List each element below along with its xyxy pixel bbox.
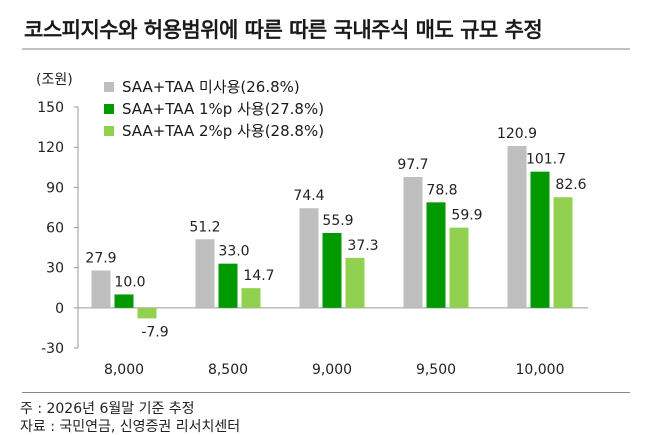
x-tick-label: 9,500 (416, 362, 456, 378)
chart-title: 코스피지수와 허용범위에 따른 따른 국내주식 매도 규모 추정 (24, 18, 543, 42)
legend-swatch-2 (104, 103, 114, 114)
data-label: 14.7 (243, 268, 274, 284)
y-tick-label: 150 (37, 100, 64, 116)
data-label: 120.9 (497, 126, 537, 142)
legend-swatch-1 (104, 81, 114, 92)
legend-item-2: SAA+TAA 1%p 사용(27.8%) (104, 98, 324, 119)
bar-series3-4 (553, 197, 573, 308)
footnote-note: 주 : 2026년 6월말 기준 추정 (20, 401, 195, 417)
unit-label: (조원) (36, 72, 73, 88)
legend-label-1: SAA+TAA 미사용(26.8%) (122, 78, 300, 96)
bar-series1-4 (507, 145, 527, 308)
y-tick-label: 90 (46, 180, 64, 196)
bar-series2-3 (426, 202, 446, 308)
x-tick-label: 10,000 (516, 362, 565, 378)
bar-series1-2 (299, 208, 319, 308)
bar-series2-4 (530, 171, 550, 308)
data-label: 101.7 (526, 152, 566, 168)
title-divider (22, 48, 630, 50)
legend-item-3: SAA+TAA 2%p 사용(28.8%) (104, 120, 324, 141)
data-label: 27.9 (85, 250, 116, 266)
bar-series3-1 (241, 288, 261, 308)
bar-chart: (조원) 150 120 90 60 30 0 -30 27.9 10.0 -7.9 8,000 51… (36, 72, 588, 378)
bar-series2-0 (114, 294, 134, 308)
x-tick-label: 8,500 (208, 362, 248, 378)
data-label: 55.9 (322, 213, 353, 229)
legend-swatch-3 (104, 125, 114, 136)
bar-series2-1 (218, 263, 238, 308)
data-label: -7.9 (141, 324, 168, 340)
legend-label-3: SAA+TAA 2%p 사용(28.8%) (122, 122, 325, 140)
y-tick-label: 0 (55, 301, 64, 317)
y-tick-label: -30 (41, 341, 64, 357)
bar-series3-0 (137, 307, 157, 319)
footnote-source: 자료 : 국민연금, 신영증권 리서치센터 (20, 419, 241, 435)
data-label: 37.3 (347, 238, 378, 254)
legend-item-1: SAA+TAA 미사용(26.8%) (104, 76, 300, 97)
data-label: 59.9 (451, 208, 482, 224)
data-label: 51.2 (189, 219, 220, 235)
bar-series1-3 (403, 177, 423, 308)
bar-series1-0 (91, 270, 111, 308)
y-tick-label: 120 (37, 140, 64, 156)
x-tick-label: 8,000 (104, 362, 144, 378)
bar-series3-3 (449, 227, 469, 308)
y-tick-label: 60 (46, 221, 64, 237)
x-tick-label: 9,000 (312, 362, 352, 378)
legend-label-2: SAA+TAA 1%p 사용(27.8%) (122, 100, 325, 118)
bar-series1-1 (195, 239, 215, 308)
data-label: 33.0 (218, 244, 249, 260)
data-label: 78.8 (426, 182, 457, 198)
bar-series2-2 (322, 232, 342, 308)
data-label: 74.4 (293, 188, 324, 204)
bar-series3-2 (345, 257, 365, 308)
data-label: 97.7 (397, 157, 428, 173)
footer-divider (22, 392, 630, 393)
data-label: 10.0 (114, 274, 145, 290)
data-label: 82.6 (555, 177, 586, 193)
y-tick-label: 30 (46, 261, 64, 277)
